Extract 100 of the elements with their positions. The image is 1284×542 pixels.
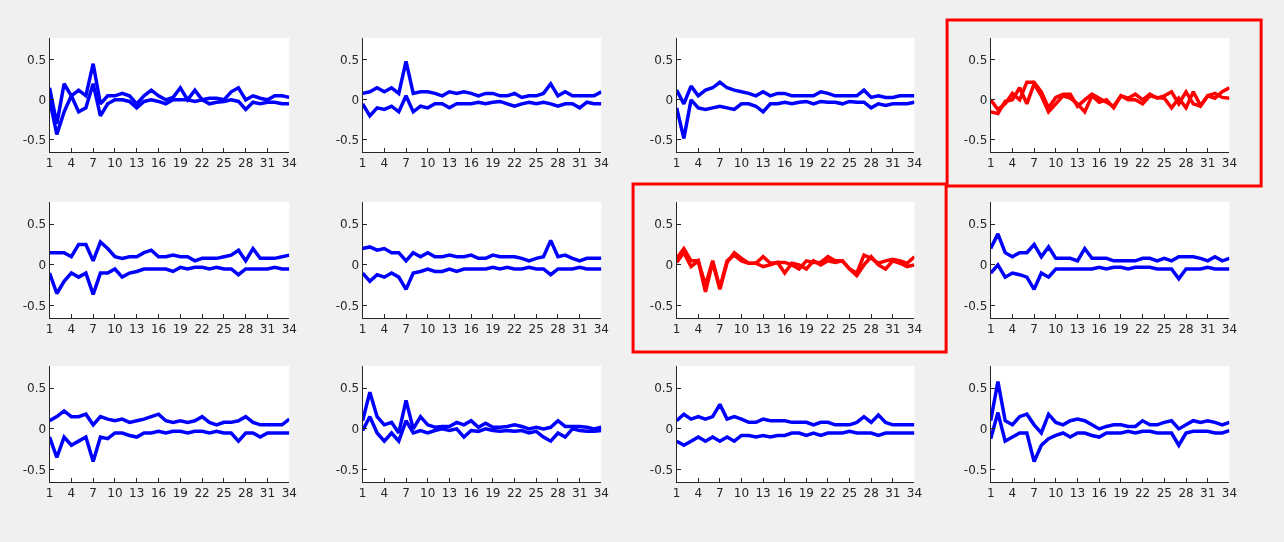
x-tick-label: 7 bbox=[716, 156, 724, 171]
x-tick-label: 7 bbox=[402, 322, 410, 337]
x-tick-label: 4 bbox=[1008, 486, 1017, 501]
x-tick-label: 19 bbox=[1113, 156, 1129, 171]
y-tick-label: 0 bbox=[38, 422, 47, 437]
x-tick-label: 16 bbox=[1091, 322, 1107, 337]
x-tick-label: 16 bbox=[463, 486, 479, 501]
y-tick-label: -0.5 bbox=[335, 298, 360, 313]
x-tick-label: 1 bbox=[358, 486, 367, 501]
y-tick-label: -0.5 bbox=[963, 133, 988, 148]
y-tick-label: 0.5 bbox=[27, 52, 47, 67]
x-tick-label: 10 bbox=[733, 486, 750, 501]
x-tick-label: 31 bbox=[259, 486, 276, 501]
x-tick-label: 34 bbox=[281, 322, 297, 337]
x-tick-label: 10 bbox=[420, 486, 436, 501]
y-tick-label: 0 bbox=[665, 258, 674, 273]
x-tick-label: 25 bbox=[841, 156, 858, 171]
x-tick-label: 22 bbox=[506, 322, 523, 337]
x-tick-label: 31 bbox=[572, 486, 588, 501]
y-tick-label: -0.5 bbox=[963, 462, 988, 477]
x-tick-label: 13 bbox=[129, 156, 145, 171]
x-tick-label: 28 bbox=[1178, 486, 1194, 501]
y-tick-label: 0.5 bbox=[968, 52, 988, 67]
y-tick-label: 0.5 bbox=[654, 217, 674, 232]
y-tick-label: 0 bbox=[351, 93, 360, 108]
y-tick-label: 0 bbox=[979, 422, 988, 437]
x-tick-label: 1 bbox=[358, 156, 367, 171]
x-tick-label: 25 bbox=[1156, 156, 1172, 171]
y-tick-label: 0 bbox=[351, 422, 360, 437]
x-tick-label: 25 bbox=[216, 486, 232, 501]
x-tick-label: 13 bbox=[441, 322, 458, 337]
x-tick-label: 31 bbox=[259, 322, 276, 337]
x-tick-label: 13 bbox=[441, 486, 458, 501]
x-tick-label: 19 bbox=[172, 322, 188, 337]
x-tick-label: 7 bbox=[1030, 322, 1038, 337]
x-tick-label: 16 bbox=[1091, 156, 1107, 171]
x-tick-label: 1 bbox=[672, 322, 681, 337]
x-tick-label: 19 bbox=[485, 486, 501, 501]
x-tick-label: 13 bbox=[441, 156, 458, 171]
x-tick-label: 22 bbox=[1134, 322, 1151, 337]
x-tick-label: 31 bbox=[572, 156, 588, 171]
x-tick-label: 22 bbox=[506, 486, 523, 501]
x-tick-label: 19 bbox=[798, 486, 814, 501]
x-tick-label: 22 bbox=[194, 156, 210, 171]
x-tick-label: 16 bbox=[463, 156, 479, 171]
x-tick-label: 34 bbox=[906, 156, 923, 171]
y-tick-label: -0.5 bbox=[22, 133, 47, 148]
x-tick-label: 10 bbox=[1048, 486, 1064, 501]
x-tick-label: 34 bbox=[906, 322, 923, 337]
x-tick-label: 7 bbox=[402, 486, 410, 501]
y-tick-label: 0 bbox=[665, 93, 674, 108]
x-tick-label: 22 bbox=[1134, 486, 1151, 501]
x-tick-label: 7 bbox=[716, 322, 724, 337]
x-tick-label: 16 bbox=[777, 156, 793, 171]
x-tick-label: 34 bbox=[281, 156, 297, 171]
y-tick-label: 0 bbox=[665, 422, 674, 437]
x-tick-label: 28 bbox=[550, 322, 566, 337]
x-tick-label: 31 bbox=[572, 322, 588, 337]
x-tick-label: 25 bbox=[841, 322, 858, 337]
x-tick-label: 16 bbox=[150, 156, 167, 171]
x-tick-label: 7 bbox=[716, 486, 724, 501]
y-tick-label: -0.5 bbox=[649, 298, 674, 313]
x-tick-label: 34 bbox=[281, 486, 297, 501]
x-tick-label: 34 bbox=[906, 486, 923, 501]
y-tick-label: 0.5 bbox=[340, 52, 360, 67]
x-tick-label: 7 bbox=[89, 156, 97, 171]
x-tick-label: 13 bbox=[129, 322, 145, 337]
y-tick-label: 0.5 bbox=[654, 52, 674, 67]
x-tick-label: 19 bbox=[485, 156, 501, 171]
x-tick-label: 19 bbox=[1113, 486, 1129, 501]
x-tick-label: 25 bbox=[528, 322, 544, 337]
x-tick-label: 1 bbox=[45, 156, 54, 171]
x-tick-label: 25 bbox=[528, 486, 544, 501]
x-tick-label: 4 bbox=[67, 486, 76, 501]
x-tick-label: 4 bbox=[67, 322, 76, 337]
x-tick-label: 22 bbox=[194, 322, 210, 337]
x-tick-label: 7 bbox=[89, 322, 97, 337]
x-tick-label: 31 bbox=[1200, 156, 1216, 171]
x-tick-label: 19 bbox=[798, 322, 814, 337]
x-tick-label: 4 bbox=[694, 322, 703, 337]
x-tick-label: 13 bbox=[755, 486, 771, 501]
y-tick-label: 0 bbox=[38, 258, 47, 273]
y-tick-label: -0.5 bbox=[335, 133, 360, 148]
x-tick-label: 16 bbox=[1091, 486, 1107, 501]
x-tick-label: 28 bbox=[863, 322, 879, 337]
x-tick-label: 1 bbox=[672, 156, 681, 171]
x-tick-label: 19 bbox=[798, 156, 814, 171]
x-tick-label: 7 bbox=[89, 486, 97, 501]
x-tick-label: 19 bbox=[172, 156, 188, 171]
x-tick-label: 7 bbox=[1030, 486, 1038, 501]
x-tick-label: 1 bbox=[45, 486, 54, 501]
y-tick-label: 0 bbox=[979, 93, 988, 108]
x-tick-label: 4 bbox=[694, 486, 703, 501]
x-tick-label: 16 bbox=[777, 486, 793, 501]
y-tick-label: -0.5 bbox=[22, 462, 47, 477]
x-tick-label: 28 bbox=[1178, 156, 1194, 171]
y-tick-label: -0.5 bbox=[963, 298, 988, 313]
x-tick-label: 10 bbox=[420, 156, 436, 171]
x-tick-label: 19 bbox=[1113, 322, 1129, 337]
x-tick-label: 13 bbox=[755, 156, 771, 171]
